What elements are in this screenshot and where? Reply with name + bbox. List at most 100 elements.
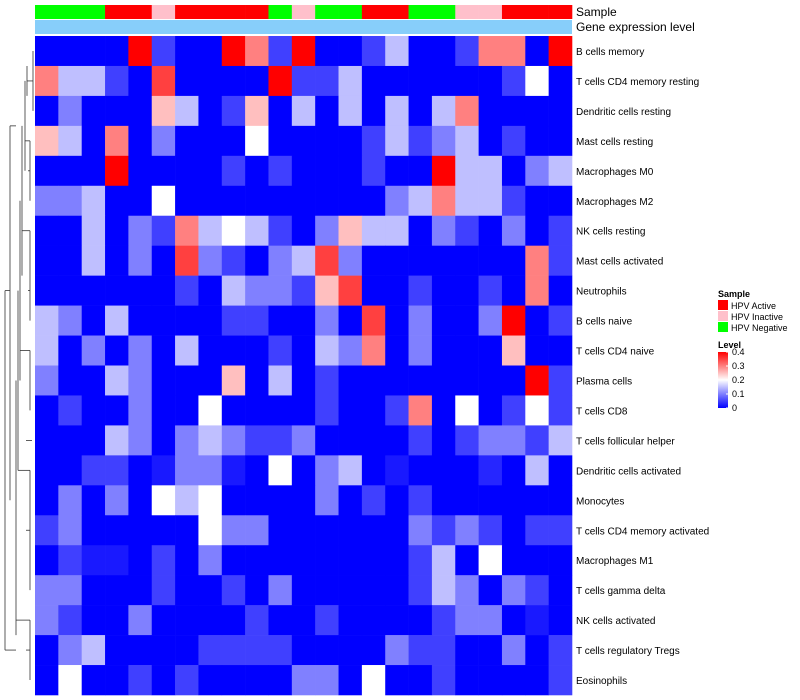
heatmap-cell — [525, 395, 549, 426]
heatmap-cell — [198, 305, 223, 336]
heatmap-cell — [291, 125, 316, 157]
row-label: B cells memory — [576, 47, 644, 58]
heatmap-cell — [35, 95, 59, 127]
heatmap-cell — [455, 635, 479, 666]
heatmap-cell — [151, 395, 176, 426]
heatmap-cell — [361, 335, 386, 366]
heatmap-cell — [361, 65, 386, 97]
heatmap-cell — [338, 485, 363, 516]
heatmap-cell — [268, 575, 293, 606]
heatmap-cell — [548, 515, 573, 546]
heatmap-cell — [385, 95, 409, 127]
sample-annotation-cell — [501, 5, 526, 19]
heatmap-cell — [198, 36, 223, 67]
heatmap-cell — [338, 65, 363, 97]
heatmap-cell — [128, 335, 153, 366]
heatmap-cell — [58, 245, 82, 276]
heatmap-cell — [81, 485, 106, 516]
heatmap-cell — [315, 425, 339, 456]
heatmap-cell — [525, 215, 549, 246]
heatmap-cell — [548, 305, 573, 336]
heatmap-cell — [455, 155, 479, 187]
heatmap-cell — [361, 395, 386, 426]
heatmap-cell — [385, 545, 409, 576]
heatmap-cell — [455, 485, 479, 516]
heatmap-cell — [35, 65, 59, 97]
heatmap-cell — [548, 155, 573, 187]
heatmap-cell — [81, 605, 106, 636]
heatmap-cell — [245, 365, 269, 396]
heatmap-cell — [58, 365, 82, 396]
heatmap-cell — [431, 125, 456, 157]
heatmap-cell — [151, 575, 176, 606]
heatmap-cell — [81, 425, 106, 456]
heatmap-cell — [81, 36, 106, 67]
heatmap-cell — [151, 95, 176, 127]
heatmap-cell — [198, 425, 223, 456]
heatmap-cell — [315, 365, 339, 396]
heatmap-cell — [245, 455, 269, 486]
row-label: Dendritic cells activated — [576, 466, 681, 477]
heatmap-cell — [338, 455, 363, 486]
heatmap-cell — [221, 485, 246, 516]
row-label: Eosinophils — [576, 676, 627, 687]
heatmap-cell — [198, 545, 223, 576]
heatmap-cell — [548, 245, 573, 276]
heatmap-cell — [81, 545, 106, 576]
heatmap-cell — [291, 485, 316, 516]
heatmap-cell — [501, 305, 526, 336]
heatmap-cell — [501, 215, 526, 246]
heatmap-cell — [58, 155, 82, 187]
heatmap-cell — [245, 545, 269, 576]
heatmap-cell — [525, 305, 549, 336]
heatmap-cell — [151, 515, 176, 546]
heatmap-cell — [151, 425, 176, 456]
heatmap-cell — [315, 395, 339, 426]
heatmap-cell — [361, 425, 386, 456]
heatmap-cell — [291, 245, 316, 276]
heatmap-cell — [268, 365, 293, 396]
heatmap-cell — [221, 275, 246, 306]
heatmap-cell — [408, 665, 433, 696]
heatmap-cell — [385, 365, 409, 396]
heatmap-cell — [525, 335, 549, 366]
heatmap-cell — [128, 455, 153, 486]
heatmap-cell — [221, 245, 246, 276]
heatmap-cell — [245, 515, 269, 546]
row-label: Neutrophils — [576, 287, 627, 298]
heatmap-cell — [501, 425, 526, 456]
heatmap-cell — [245, 575, 269, 606]
heatmap-cell — [128, 215, 153, 246]
heatmap-cell — [478, 275, 503, 306]
heatmap-cell — [221, 455, 246, 486]
heatmap-cell — [268, 635, 293, 666]
heatmap-cell — [268, 65, 293, 97]
heatmap-cell — [431, 365, 456, 396]
heatmap-cell — [268, 215, 293, 246]
heatmap-cell — [338, 185, 363, 217]
heatmap-cell — [385, 65, 409, 97]
heatmap-cell — [151, 485, 176, 516]
row-label: T cells follicular helper — [576, 436, 675, 447]
heatmap-cell — [408, 125, 433, 157]
heatmap-cell — [291, 515, 316, 546]
heatmap-cell — [221, 215, 246, 246]
legend-level-title: Level — [718, 340, 741, 350]
heatmap-cell — [81, 215, 106, 246]
heatmap-cell — [35, 125, 59, 157]
heatmap-cell — [548, 125, 573, 157]
heatmap-cell — [525, 665, 549, 696]
heatmap-cell — [408, 485, 433, 516]
heatmap-cell — [268, 455, 293, 486]
heatmap-cell — [501, 515, 526, 546]
heatmap-cell — [525, 245, 549, 276]
heatmap-cell — [338, 245, 363, 276]
heatmap-cell — [501, 155, 526, 187]
heatmap-cell — [408, 635, 433, 666]
heatmap-cell — [105, 95, 129, 127]
heatmap-cell — [478, 125, 503, 157]
heatmap-cell — [245, 635, 269, 666]
heatmap-cell — [81, 65, 106, 97]
heatmap-cell — [198, 245, 223, 276]
heatmap-cell — [105, 545, 129, 576]
